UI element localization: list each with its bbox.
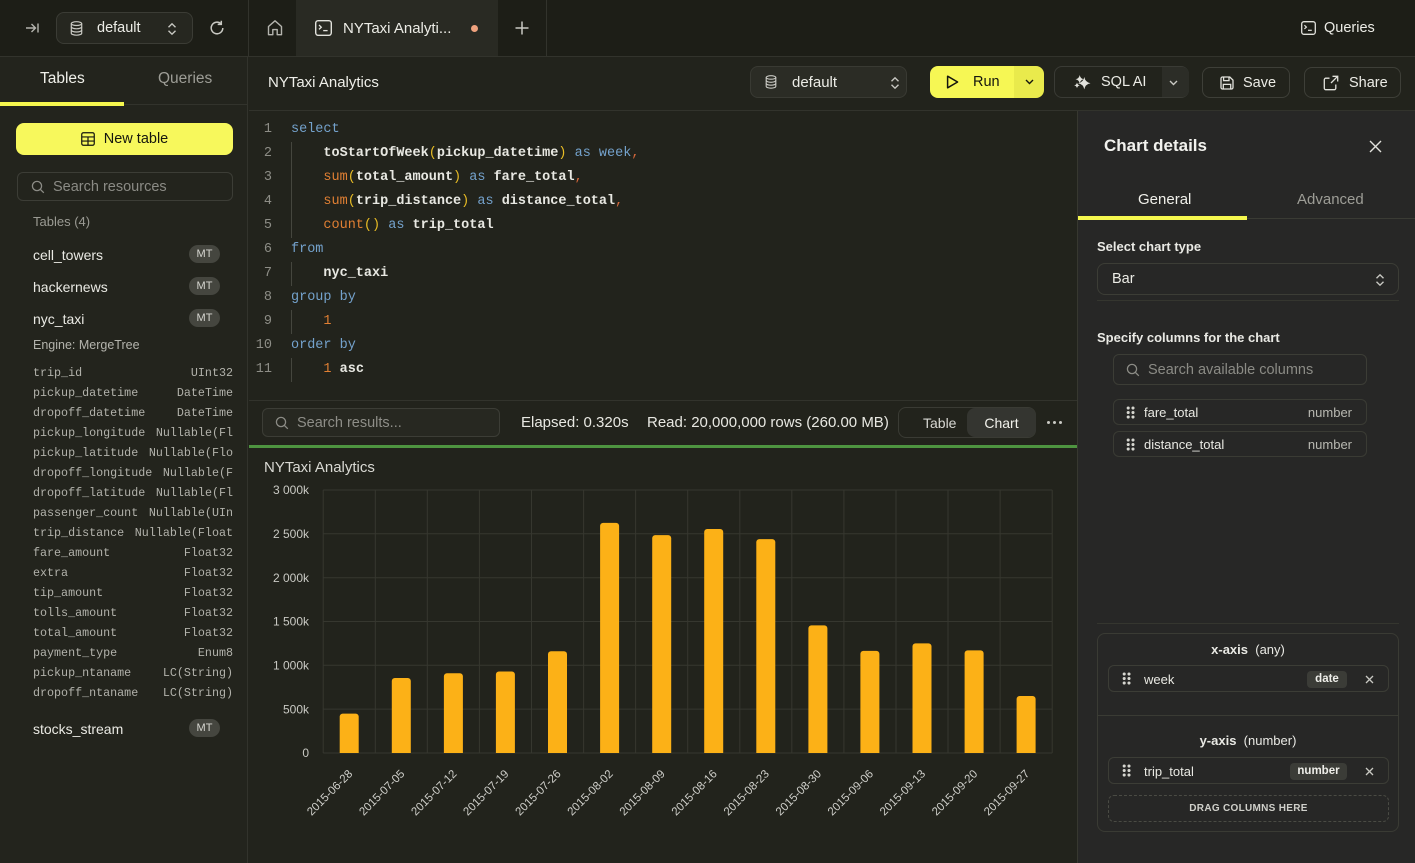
svg-text:2015-09-27: 2015-09-27 — [982, 768, 1032, 818]
svg-text:2015-07-19: 2015-07-19 — [461, 768, 511, 818]
svg-text:2015-08-16: 2015-08-16 — [670, 768, 720, 818]
svg-text:2015-09-13: 2015-09-13 — [878, 768, 928, 818]
svg-text:2015-07-26: 2015-07-26 — [514, 768, 564, 818]
svg-text:500k: 500k — [283, 702, 310, 716]
svg-text:2 000k: 2 000k — [273, 571, 310, 585]
svg-text:2015-07-05: 2015-07-05 — [357, 768, 407, 818]
svg-text:1 500k: 1 500k — [273, 615, 310, 629]
svg-text:2015-09-20: 2015-09-20 — [930, 768, 980, 818]
svg-text:2015-08-09: 2015-08-09 — [618, 768, 668, 818]
svg-text:2015-08-23: 2015-08-23 — [722, 768, 772, 818]
svg-text:2015-08-30: 2015-08-30 — [774, 768, 824, 818]
svg-text:2015-06-28: 2015-06-28 — [305, 768, 355, 818]
svg-text:2015-08-02: 2015-08-02 — [566, 768, 616, 818]
svg-text:2015-09-06: 2015-09-06 — [826, 768, 876, 818]
svg-text:0: 0 — [302, 746, 309, 760]
svg-text:2 500k: 2 500k — [273, 527, 310, 541]
svg-text:1 000k: 1 000k — [273, 659, 310, 673]
svg-text:2015-07-12: 2015-07-12 — [409, 768, 459, 818]
svg-text:3 000k: 3 000k — [273, 483, 310, 497]
